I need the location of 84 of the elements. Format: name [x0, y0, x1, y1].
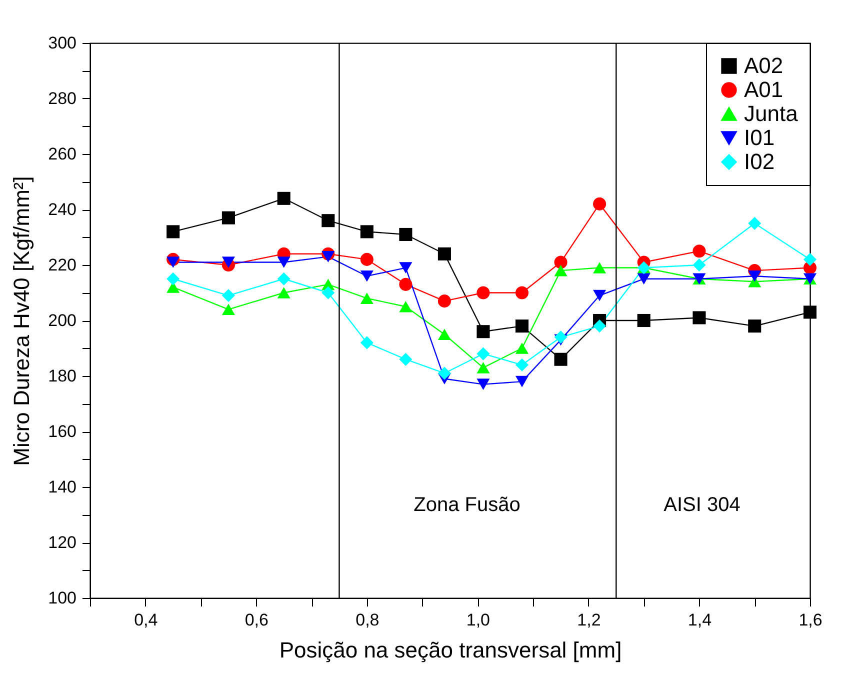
x-tick-label: 0,8	[356, 610, 380, 630]
point	[360, 336, 374, 350]
point	[803, 252, 817, 266]
point	[322, 286, 335, 300]
x-tick-label: 0,6	[244, 610, 268, 630]
point	[637, 314, 650, 328]
point	[360, 225, 374, 238]
point	[222, 211, 235, 224]
point	[515, 342, 529, 354]
legend-label: I02	[744, 149, 775, 174]
legend-label: A01	[744, 77, 784, 102]
x-tick-label: 1,0	[466, 610, 490, 630]
y-tick-label: 200	[48, 311, 76, 330]
y-tick-label: 300	[48, 34, 76, 52]
point	[360, 292, 374, 304]
point	[166, 225, 180, 238]
y-tick-label: 260	[48, 144, 76, 164]
point	[399, 352, 412, 366]
y-tick-label: 240	[48, 200, 76, 219]
point	[399, 228, 412, 241]
point	[438, 366, 451, 380]
point	[748, 320, 762, 333]
legend-label: I01	[744, 125, 775, 150]
point	[166, 256, 180, 268]
point	[515, 286, 529, 300]
point	[476, 347, 490, 360]
point	[438, 328, 451, 340]
point	[476, 325, 490, 338]
point	[277, 287, 290, 298]
point	[277, 192, 290, 205]
point	[692, 258, 706, 272]
point	[554, 256, 568, 269]
x-tick-label: 0,4	[134, 610, 158, 630]
x-tick-label: 1,2	[577, 610, 601, 630]
point	[222, 289, 235, 302]
point	[166, 282, 180, 293]
annotation: Zona Fusão	[414, 494, 520, 516]
point	[515, 376, 529, 388]
y-tick-label: 280	[48, 89, 76, 108]
point	[360, 252, 374, 266]
annotation: AISI 304	[664, 494, 740, 516]
y-tick-label: 180	[48, 366, 76, 386]
point	[593, 320, 606, 333]
point	[593, 197, 606, 210]
point	[222, 304, 235, 316]
point	[438, 294, 451, 308]
legend-label: Junta	[744, 101, 799, 126]
point	[748, 216, 762, 230]
y-tick-label: 140	[48, 478, 76, 496]
point	[277, 272, 290, 286]
point	[438, 247, 451, 260]
point	[803, 306, 817, 319]
point	[692, 244, 706, 258]
point	[554, 264, 568, 276]
point	[476, 362, 490, 374]
point	[748, 270, 762, 282]
x-tick-label: 1,4	[688, 610, 712, 630]
point	[476, 378, 490, 390]
y-tick-label: 100	[48, 588, 76, 608]
y-axis-title: Micro Dureza Hv40 [Kgf/mm²]	[9, 176, 34, 466]
point	[476, 286, 490, 300]
point	[554, 352, 568, 366]
point	[515, 320, 529, 333]
point	[593, 290, 606, 302]
x-tick-label: 1,6	[798, 610, 822, 630]
point	[277, 256, 290, 268]
y-tick-label: 160	[48, 422, 76, 441]
point	[166, 272, 180, 286]
point	[692, 311, 706, 324]
point	[515, 358, 529, 372]
point	[322, 251, 335, 262]
y-tick-label: 220	[48, 256, 76, 274]
point	[222, 256, 235, 268]
point	[637, 273, 650, 285]
point	[399, 300, 412, 312]
point	[399, 278, 412, 291]
point	[322, 214, 335, 228]
x-axis-title: Posição na seção transversal [mm]	[279, 638, 622, 662]
point	[360, 270, 374, 282]
point	[399, 262, 412, 274]
point	[554, 330, 568, 344]
legend-label: A02	[744, 53, 784, 78]
y-tick-label: 120	[48, 533, 76, 552]
point	[593, 262, 606, 274]
